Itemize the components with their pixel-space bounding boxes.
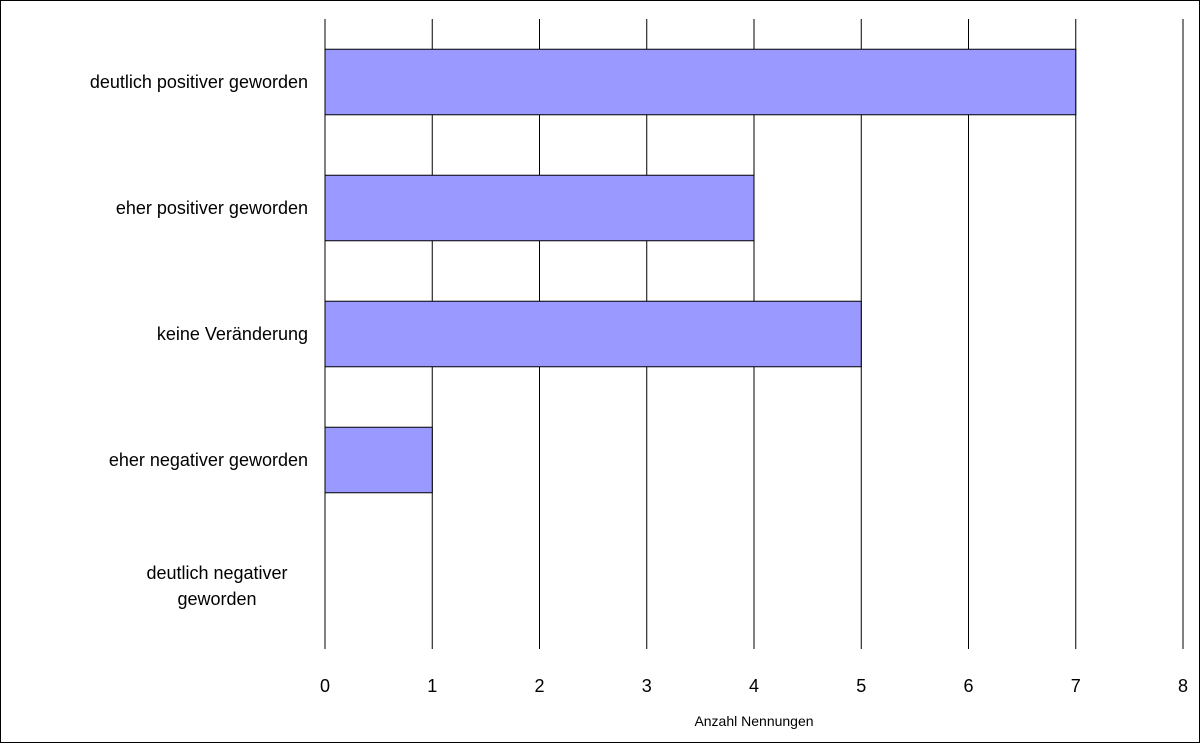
x-tick-label-6: 6 [963,676,973,696]
x-tick-label-1: 1 [427,676,437,696]
x-tick-label-2: 2 [534,676,544,696]
category-label-3: eher negativer geworden [109,450,308,470]
x-tick-label-8: 8 [1178,676,1188,696]
category-label-1: eher positiver geworden [116,198,308,218]
category-label-0: deutlich positiver geworden [90,72,308,92]
bar-2 [324,300,862,368]
x-axis-label: Anzahl Nennungen [694,713,813,729]
x-tick-label-5: 5 [856,676,866,696]
category-label-2: keine Veränderung [157,324,308,344]
bar-1 [324,174,755,242]
bars [324,48,1077,494]
x-tick-label-4: 4 [749,676,759,696]
x-tick-label-0: 0 [320,676,330,696]
x-tick-labels: 0 1 2 3 4 5 6 7 8 [320,676,1188,696]
category-labels: deutlich positiver geworden eher positive… [90,72,308,609]
x-tick-label-3: 3 [642,676,652,696]
category-label-4: deutlich negativer geworden [146,563,287,609]
bar-0 [324,48,1077,116]
bar-3 [324,426,433,494]
x-tick-label-7: 7 [1071,676,1081,696]
